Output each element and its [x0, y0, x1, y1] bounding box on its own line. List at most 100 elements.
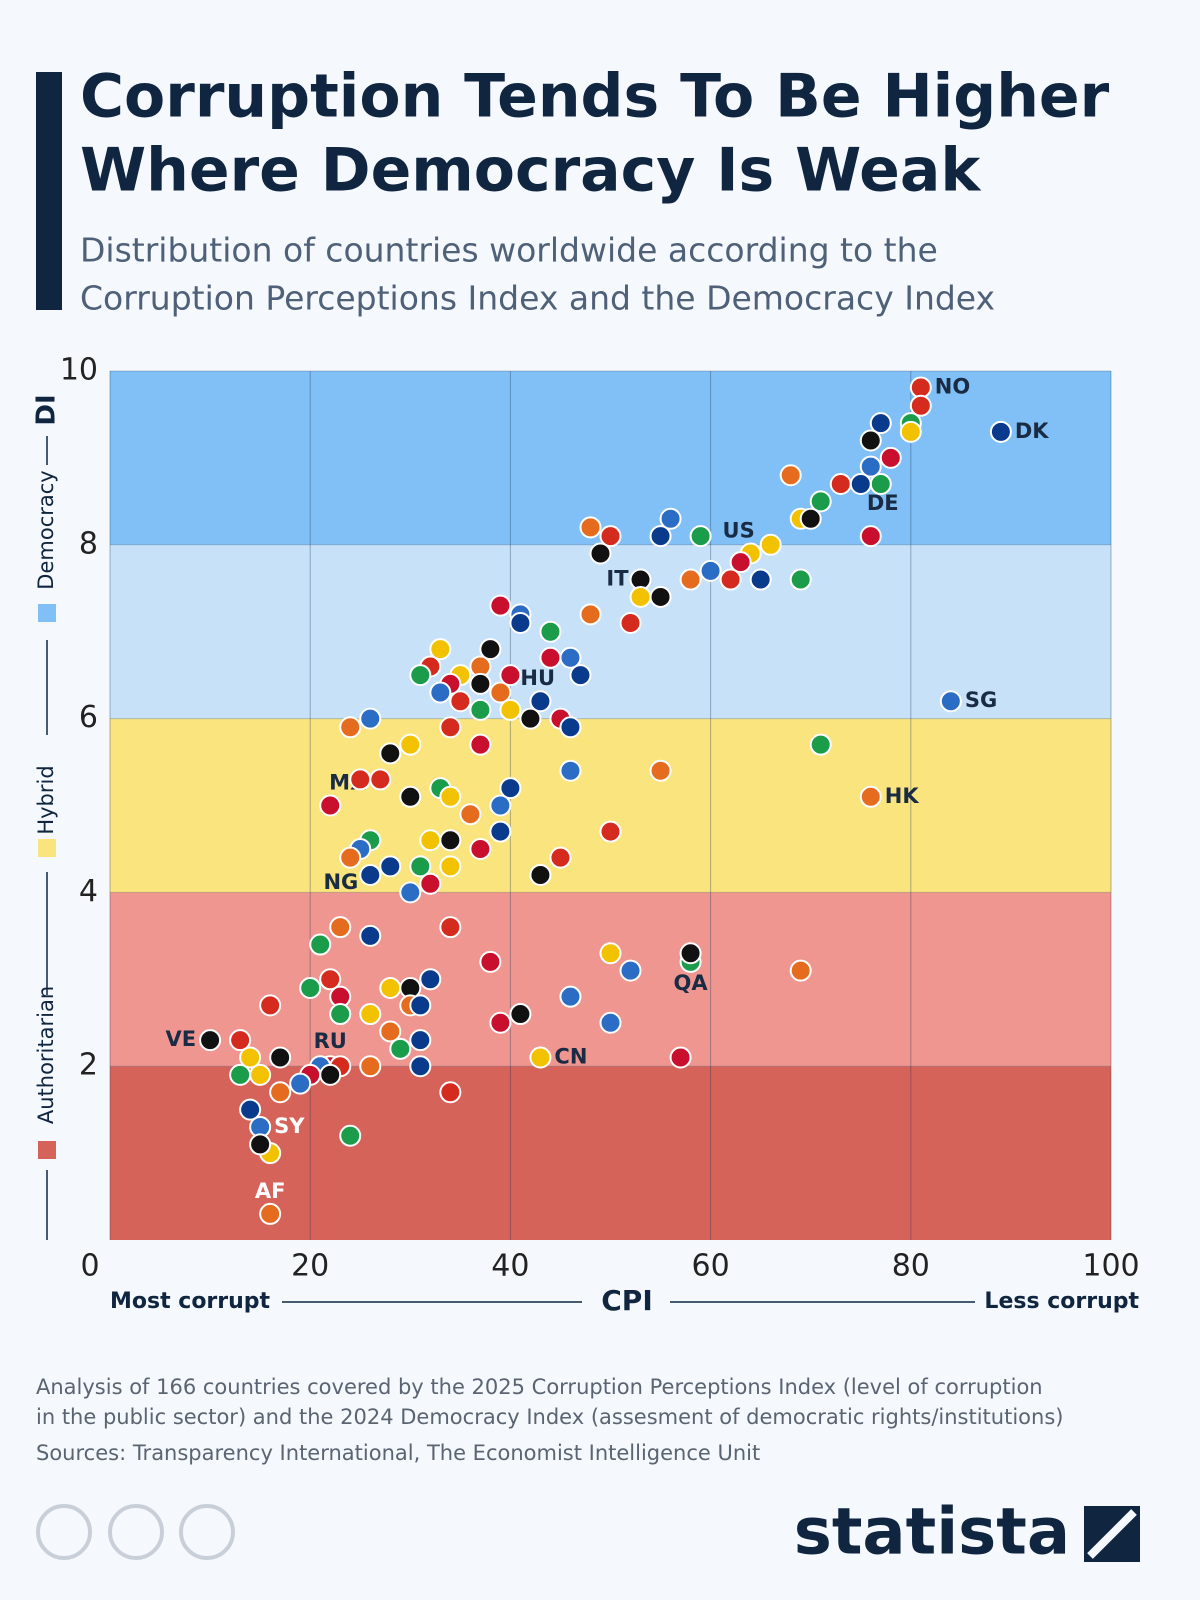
- point-label: QA: [674, 971, 709, 995]
- y-tick-label: 6: [79, 700, 98, 735]
- point-label: HK: [885, 784, 920, 808]
- point: [479, 638, 502, 661]
- point-label: AF: [255, 1179, 286, 1203]
- title-line: Where Democracy Is Weak: [80, 136, 982, 206]
- y-tick-label: 10: [60, 353, 98, 388]
- point: [529, 690, 552, 713]
- point: [359, 1055, 382, 1078]
- point: [409, 664, 432, 687]
- point: [789, 959, 812, 982]
- legend-label: Authoritarian: [34, 986, 58, 1124]
- y-tick-label: 2: [79, 1048, 98, 1083]
- point: [529, 1046, 552, 1069]
- x-tick-label: 40: [491, 1249, 529, 1284]
- point: [259, 994, 282, 1017]
- x-label-right: Less corrupt: [984, 1289, 1139, 1314]
- point: [859, 525, 882, 548]
- point: [329, 1003, 352, 1026]
- point: [499, 777, 522, 800]
- x-label-left: Most corrupt: [110, 1289, 271, 1314]
- point-label: HU: [520, 666, 555, 690]
- legend-label: Democracy: [34, 470, 58, 589]
- title-bar: [36, 72, 62, 310]
- point: [729, 551, 752, 574]
- point-label: IT: [606, 567, 629, 591]
- point: [419, 968, 442, 991]
- point: [429, 681, 452, 704]
- point: [599, 1011, 622, 1034]
- point: [879, 446, 902, 469]
- point: [409, 855, 432, 878]
- point: [679, 568, 702, 591]
- point: [379, 1020, 402, 1043]
- y-axis-legend: Authoritarian Hybrid Democracy DI: [32, 394, 62, 1240]
- point: [909, 394, 932, 417]
- y-axis-title: DI: [32, 394, 62, 425]
- point: [599, 942, 622, 965]
- point: [619, 959, 642, 982]
- point-label: CN: [554, 1045, 587, 1069]
- y-tick-label: 4: [79, 874, 98, 909]
- point: [339, 716, 362, 739]
- point: [719, 568, 742, 591]
- subtitle-line: Corruption Perceptions Index and the Dem…: [80, 279, 995, 318]
- band: [110, 371, 1111, 545]
- point: [409, 1029, 432, 1052]
- point: [269, 1046, 292, 1069]
- point: [809, 733, 832, 756]
- point: [309, 933, 332, 956]
- point: [569, 664, 592, 687]
- point: [489, 594, 512, 617]
- point: [519, 707, 542, 730]
- legend-swatch: [38, 604, 56, 622]
- point: [269, 1081, 292, 1104]
- point: [409, 1055, 432, 1078]
- point: [489, 820, 512, 843]
- point: [199, 1029, 222, 1052]
- point: [439, 829, 462, 852]
- y-tick-label: 8: [79, 526, 98, 561]
- point: [479, 950, 502, 973]
- legend-label: Hybrid: [34, 765, 58, 834]
- band: [110, 718, 1111, 893]
- point: [239, 1046, 262, 1069]
- point-label: VE: [165, 1027, 196, 1051]
- point: [319, 1063, 342, 1086]
- point: [359, 707, 382, 730]
- point: [529, 864, 552, 887]
- point: [379, 742, 402, 765]
- note: Analysis of 166 countries covered by the…: [36, 1375, 1043, 1399]
- point: [509, 612, 532, 635]
- point: [599, 820, 622, 843]
- point: [319, 794, 342, 817]
- point: [429, 638, 452, 661]
- point: [409, 994, 432, 1017]
- x-tick-label: 60: [692, 1249, 730, 1284]
- point: [379, 976, 402, 999]
- point-label: SG: [965, 688, 997, 712]
- point: [759, 533, 782, 556]
- point: [659, 507, 682, 530]
- point: [579, 603, 602, 626]
- point: [689, 525, 712, 548]
- x-tick-label: 80: [892, 1249, 930, 1284]
- point: [909, 376, 932, 399]
- point: [319, 968, 342, 991]
- legend-swatch: [38, 1141, 56, 1159]
- point: [289, 1072, 312, 1095]
- point: [299, 976, 322, 999]
- point: [559, 759, 582, 782]
- point: [239, 1098, 262, 1121]
- point: [459, 803, 482, 826]
- point: [619, 612, 642, 635]
- point-label: NG: [323, 870, 358, 894]
- point: [809, 490, 832, 513]
- point-label: SY: [274, 1114, 305, 1138]
- point: [359, 1003, 382, 1026]
- point: [439, 916, 462, 939]
- point: [559, 985, 582, 1008]
- point: [359, 864, 382, 887]
- point: [449, 690, 472, 713]
- point: [869, 412, 892, 435]
